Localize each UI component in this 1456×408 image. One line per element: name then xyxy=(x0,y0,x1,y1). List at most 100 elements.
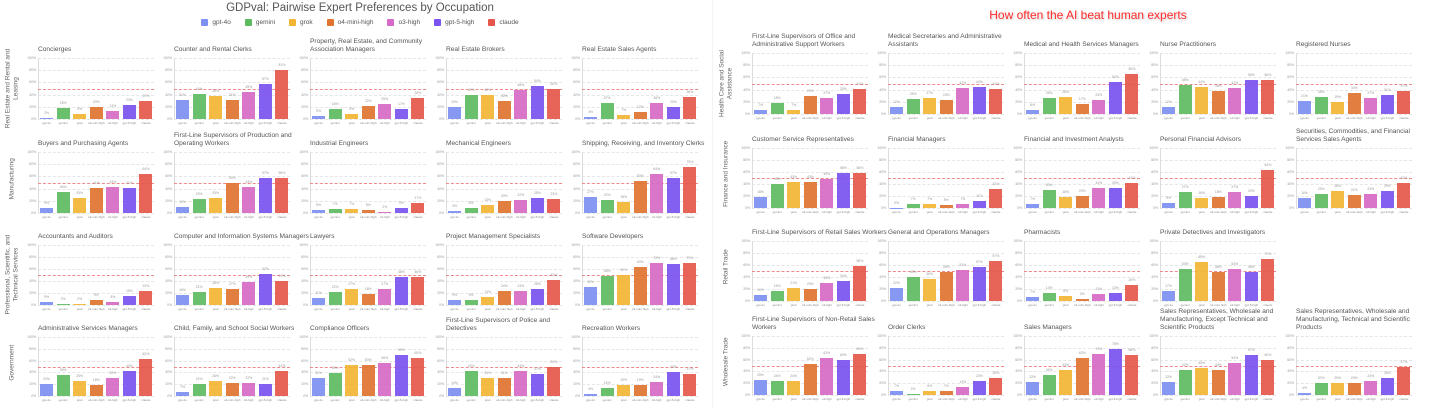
gridline xyxy=(38,293,154,294)
x-tick-label: gpt-4o xyxy=(756,302,765,307)
gridline xyxy=(310,245,426,246)
x-tick-label: gemini xyxy=(330,214,340,219)
value-label: 20% xyxy=(451,99,458,104)
bar-gpt-4o xyxy=(754,295,768,301)
bar-gemini xyxy=(1178,84,1192,114)
x-tick-label: gemini xyxy=(908,302,918,307)
x-tick-label: gemini xyxy=(1316,396,1326,401)
bar-gemini xyxy=(56,303,70,305)
y-tick-label: 40% xyxy=(29,370,36,375)
value-label: 43% xyxy=(1214,362,1222,367)
y-tick-label: 0% xyxy=(1289,112,1294,116)
panel-title: Financial Managers xyxy=(888,136,946,143)
y-tick-label: 40% xyxy=(29,186,36,191)
x-tick-label: gpt-5-high xyxy=(1108,115,1123,120)
value-label: 5% xyxy=(316,202,321,207)
panel-title: First-Line Supervisors of Retail Sales W… xyxy=(752,229,887,236)
x-tick-label: gpt-5-high xyxy=(972,302,987,307)
gridline xyxy=(174,257,290,258)
reference-line-50 xyxy=(1024,271,1140,272)
gridline xyxy=(1024,172,1140,173)
y-tick-label: 20% xyxy=(573,104,580,109)
x-tick-label: claude xyxy=(549,214,559,219)
value-label: 8% xyxy=(1063,289,1069,294)
y-tick-label: 20% xyxy=(743,381,750,386)
panel-title: Child, Family, and School Social Workers xyxy=(174,325,295,332)
y-tick-label: 0% xyxy=(1289,206,1294,210)
value-label: 21% xyxy=(1301,94,1308,99)
value-label: 5% xyxy=(44,295,49,299)
x-tick-label: o4-mini-high xyxy=(495,306,513,311)
gridline xyxy=(174,305,290,306)
gridline xyxy=(446,337,562,338)
x-tick-label: claude xyxy=(1127,302,1137,307)
value-label: 27% xyxy=(1367,90,1375,95)
x-tick-label: o3-high xyxy=(1365,209,1376,214)
y-tick-label: 0% xyxy=(1153,112,1158,116)
y-tick-label: 80% xyxy=(573,68,580,73)
value-label: 58% xyxy=(856,166,864,171)
y-tick-label: 40% xyxy=(743,87,750,92)
reference-line-50 xyxy=(752,83,868,85)
bar-gpt-4o xyxy=(448,299,462,305)
x-tick-label: claude xyxy=(1263,209,1273,214)
y-tick-label: 60% xyxy=(743,263,750,267)
gridline xyxy=(1160,148,1276,149)
x-tick-label: gpt-4o xyxy=(1028,209,1037,214)
x-tick-label: gpt-5-high xyxy=(122,120,137,125)
y-tick-label: 80% xyxy=(743,158,750,162)
gridline xyxy=(582,164,698,166)
value-label: 18% xyxy=(620,195,628,200)
bar-claude xyxy=(547,279,561,305)
bar-claude xyxy=(411,357,425,396)
gridline xyxy=(582,152,698,153)
value-label: 40% xyxy=(669,365,677,370)
bar-gpt-5-high xyxy=(836,173,850,208)
bar-gpt-4o xyxy=(1162,290,1176,301)
bar-grok xyxy=(923,97,937,114)
value-label: 34% xyxy=(839,273,847,278)
bar-o4-mini-high xyxy=(1075,196,1089,208)
y-tick-label: 100% xyxy=(877,51,886,55)
bar-gemini xyxy=(906,393,920,395)
bar-claude xyxy=(547,366,561,396)
bar-claude xyxy=(683,263,697,305)
value-label: 25% xyxy=(76,374,84,379)
y-tick-label: 100% xyxy=(435,56,444,60)
y-tick-label: 40% xyxy=(1151,275,1158,279)
gridline xyxy=(446,269,562,270)
y-tick-label: 20% xyxy=(29,198,36,203)
value-label: 40% xyxy=(909,270,917,274)
y-tick-label: 20% xyxy=(1015,287,1022,291)
panel-title: First-Line Supervisors of Police and Det… xyxy=(446,317,551,332)
gridline xyxy=(38,384,154,386)
panel-title: Compliance Officers xyxy=(310,325,370,332)
x-tick-label: gemini xyxy=(772,396,782,401)
y-tick-label: 100% xyxy=(741,334,750,338)
bar-claude xyxy=(853,266,867,301)
gridline xyxy=(1160,196,1276,197)
gridline xyxy=(752,347,868,349)
y-tick-label: 100% xyxy=(1285,51,1294,55)
x-tick-label: gemini xyxy=(908,396,918,401)
x-tick-label: gpt-5-high xyxy=(122,397,137,402)
bar-gpt-5-high xyxy=(258,178,272,213)
gridline xyxy=(1296,53,1412,54)
value-label: 42% xyxy=(550,272,558,277)
y-tick-label: 80% xyxy=(165,68,172,73)
x-tick-label: gpt-4o xyxy=(586,306,595,311)
value-label: 24% xyxy=(500,283,508,288)
x-tick-label: o3-high xyxy=(107,397,118,402)
x-tick-label: gpt-5-high xyxy=(836,209,851,214)
panel-title: Shipping, Receiving, and Inventory Clerk… xyxy=(582,140,705,147)
y-tick-label: 0% xyxy=(303,211,308,215)
panel-title: Nurse Practitioners xyxy=(1160,41,1217,48)
panel-title: Sales Managers xyxy=(1024,324,1072,331)
gridline xyxy=(310,176,426,178)
bar-grok xyxy=(787,288,801,301)
gridline xyxy=(310,94,426,96)
y-tick-label: 60% xyxy=(879,75,886,80)
gridline xyxy=(446,245,562,246)
bar-grok xyxy=(345,208,359,213)
figure-divider xyxy=(712,0,713,408)
